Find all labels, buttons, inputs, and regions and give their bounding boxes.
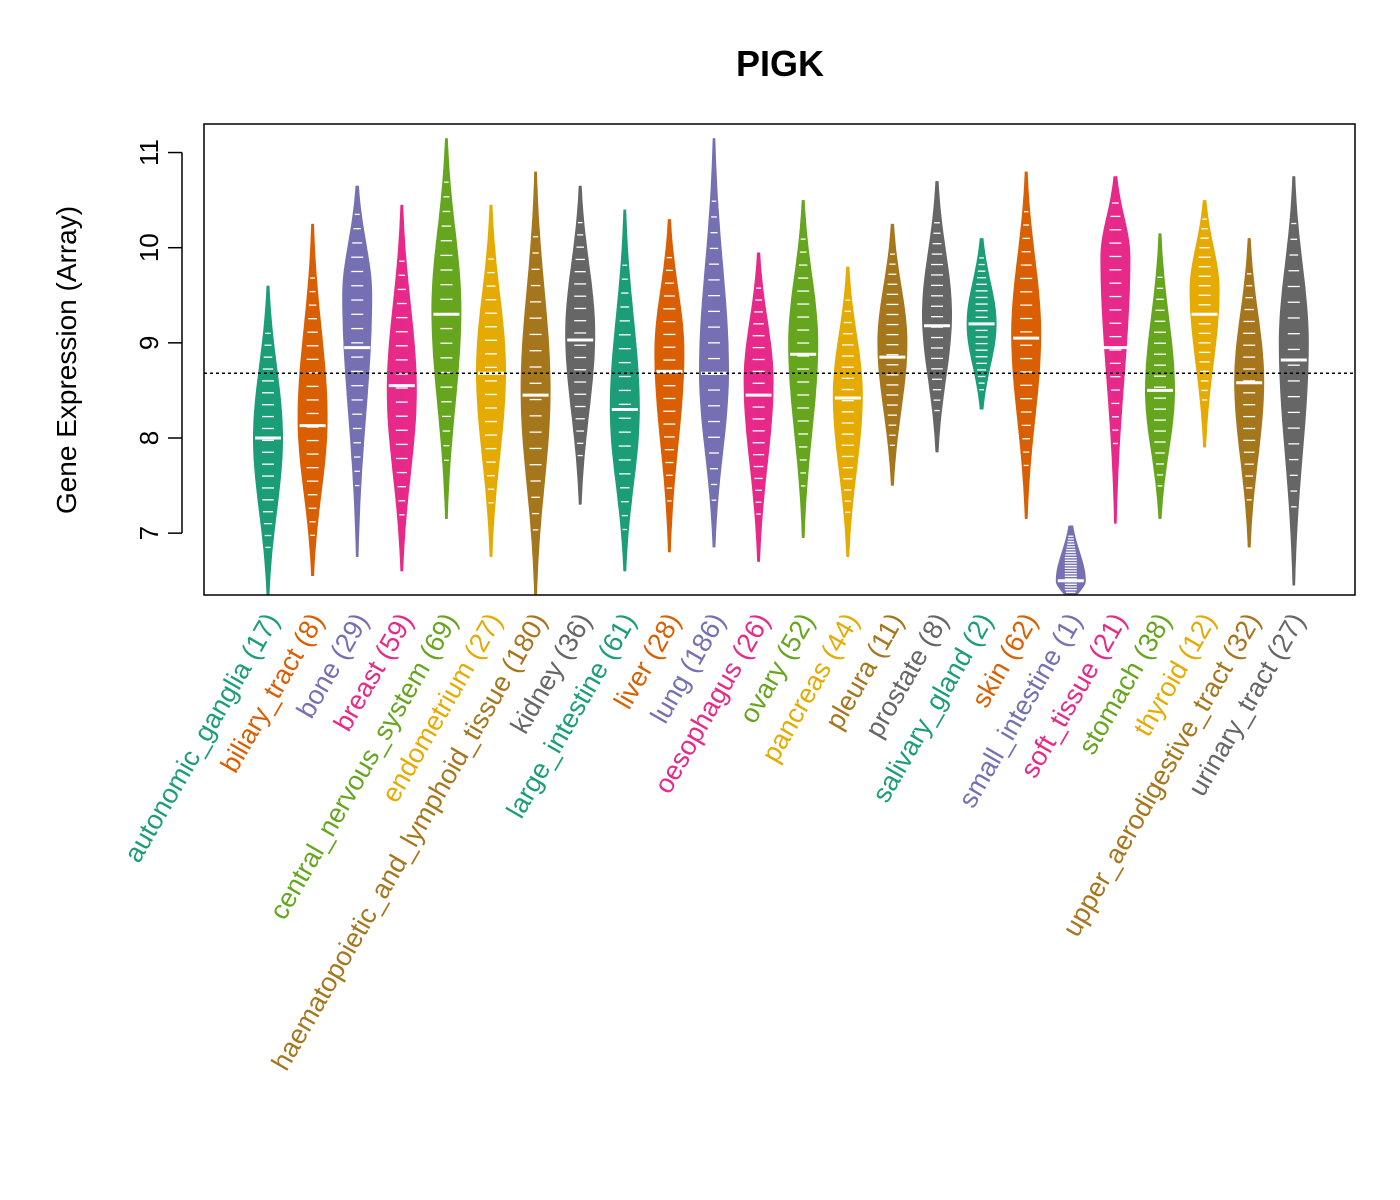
x-axis-labels: autonomic_ganglia (17)biliary_tract (8)b… (118, 608, 1311, 1075)
y-tick-label: 11 (134, 139, 164, 166)
y-axis: 7 8 9 10 11 (134, 139, 183, 540)
y-axis-label: Gene Expression (Array) (51, 206, 82, 514)
y-tick-label: 7 (134, 526, 164, 540)
violins-layer (253, 138, 1309, 595)
y-tick-label: 8 (134, 431, 164, 445)
violin-group (253, 138, 1309, 595)
plot-frame (203, 123, 1356, 596)
y-tick-label: 9 (134, 336, 164, 350)
chart-title: PIGK (736, 43, 824, 84)
y-tick-label: 10 (134, 233, 164, 262)
